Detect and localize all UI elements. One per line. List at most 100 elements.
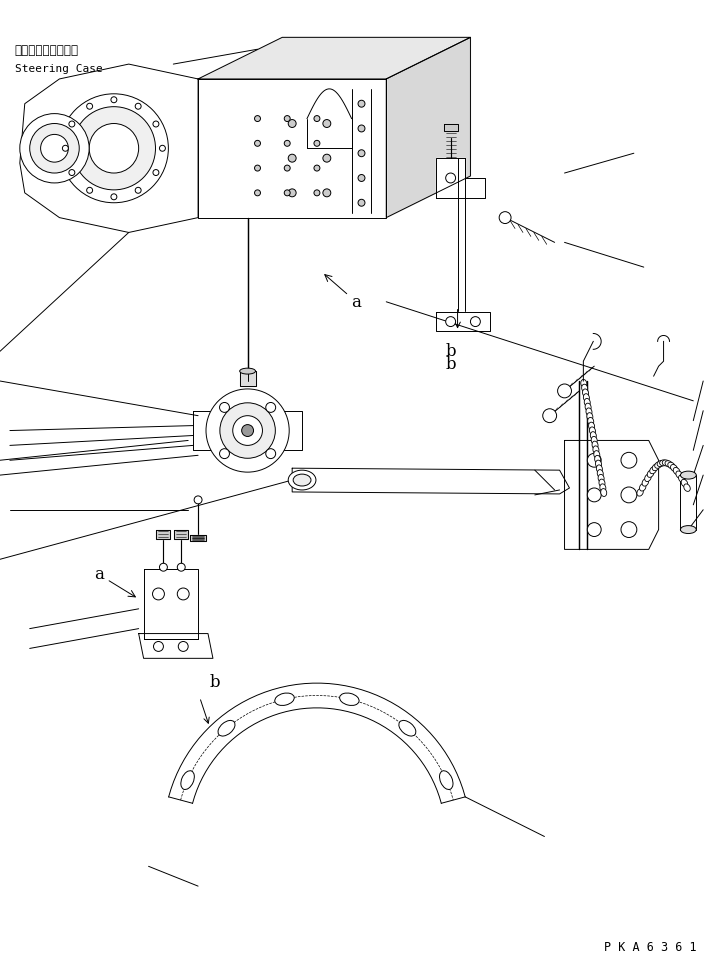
Ellipse shape — [639, 483, 646, 491]
Circle shape — [87, 188, 93, 193]
Circle shape — [446, 173, 456, 183]
Ellipse shape — [275, 693, 294, 706]
Circle shape — [314, 190, 320, 195]
Ellipse shape — [657, 461, 665, 467]
Polygon shape — [239, 371, 255, 386]
Circle shape — [255, 190, 260, 195]
Ellipse shape — [655, 462, 662, 469]
Polygon shape — [444, 123, 457, 131]
Circle shape — [153, 122, 159, 127]
Circle shape — [111, 97, 117, 103]
Text: Steering Case: Steering Case — [15, 64, 103, 74]
Polygon shape — [190, 535, 206, 541]
Circle shape — [63, 145, 68, 152]
Circle shape — [587, 453, 601, 468]
Ellipse shape — [181, 771, 194, 789]
Text: b: b — [445, 356, 456, 373]
Circle shape — [314, 165, 320, 171]
Ellipse shape — [587, 413, 593, 421]
Circle shape — [73, 107, 155, 190]
Circle shape — [219, 449, 229, 459]
Ellipse shape — [652, 464, 659, 470]
Ellipse shape — [594, 451, 600, 459]
Polygon shape — [436, 158, 485, 197]
Ellipse shape — [679, 475, 685, 482]
Circle shape — [621, 487, 637, 503]
Circle shape — [446, 317, 456, 327]
Circle shape — [543, 409, 557, 423]
Circle shape — [154, 642, 163, 651]
Text: ステアリングケース: ステアリングケース — [15, 44, 79, 57]
Ellipse shape — [293, 474, 311, 486]
Circle shape — [40, 134, 68, 162]
Circle shape — [558, 384, 572, 398]
Circle shape — [153, 169, 159, 176]
Ellipse shape — [645, 474, 651, 481]
Ellipse shape — [597, 469, 603, 477]
Circle shape — [358, 100, 365, 107]
Circle shape — [87, 103, 93, 109]
Circle shape — [323, 120, 331, 127]
Ellipse shape — [587, 417, 594, 426]
Circle shape — [621, 452, 637, 469]
Ellipse shape — [684, 484, 690, 492]
Ellipse shape — [218, 720, 235, 736]
Ellipse shape — [647, 470, 654, 477]
Circle shape — [288, 120, 296, 127]
Circle shape — [358, 175, 365, 182]
Circle shape — [178, 588, 189, 600]
Circle shape — [219, 402, 229, 412]
Ellipse shape — [671, 465, 677, 471]
Circle shape — [288, 155, 296, 162]
Polygon shape — [174, 530, 188, 539]
Circle shape — [29, 123, 79, 173]
Ellipse shape — [668, 463, 675, 469]
Circle shape — [255, 140, 260, 147]
Circle shape — [160, 563, 168, 572]
Circle shape — [69, 169, 75, 176]
Circle shape — [255, 116, 260, 122]
Circle shape — [194, 496, 202, 503]
Circle shape — [135, 188, 141, 193]
Ellipse shape — [642, 478, 649, 486]
Polygon shape — [20, 64, 198, 232]
Circle shape — [69, 122, 75, 127]
Ellipse shape — [596, 465, 603, 472]
Ellipse shape — [399, 720, 416, 736]
Text: b: b — [209, 675, 220, 691]
Polygon shape — [198, 37, 470, 79]
Circle shape — [111, 193, 117, 200]
Circle shape — [220, 402, 275, 458]
Circle shape — [470, 317, 480, 327]
Text: P K A 6 3 6 1: P K A 6 3 6 1 — [604, 941, 697, 954]
Circle shape — [314, 140, 320, 147]
Circle shape — [314, 116, 320, 122]
Ellipse shape — [585, 403, 591, 411]
Text: a: a — [325, 275, 362, 311]
Circle shape — [89, 123, 139, 173]
Ellipse shape — [585, 399, 590, 406]
Ellipse shape — [586, 408, 592, 416]
Circle shape — [323, 155, 331, 162]
Text: b: b — [445, 343, 456, 361]
Ellipse shape — [439, 771, 453, 789]
Circle shape — [284, 140, 290, 147]
Ellipse shape — [600, 484, 606, 492]
Circle shape — [266, 402, 275, 412]
Ellipse shape — [637, 489, 644, 496]
Circle shape — [60, 94, 168, 203]
Ellipse shape — [582, 389, 589, 397]
Circle shape — [358, 150, 365, 156]
Polygon shape — [169, 683, 465, 803]
Polygon shape — [292, 469, 569, 494]
Circle shape — [288, 189, 296, 196]
Ellipse shape — [662, 460, 670, 466]
Ellipse shape — [598, 474, 604, 482]
Ellipse shape — [589, 422, 595, 430]
Ellipse shape — [288, 470, 316, 490]
Circle shape — [135, 103, 141, 109]
Ellipse shape — [595, 456, 600, 464]
Ellipse shape — [681, 479, 687, 487]
Circle shape — [284, 116, 290, 122]
Ellipse shape — [665, 461, 672, 468]
